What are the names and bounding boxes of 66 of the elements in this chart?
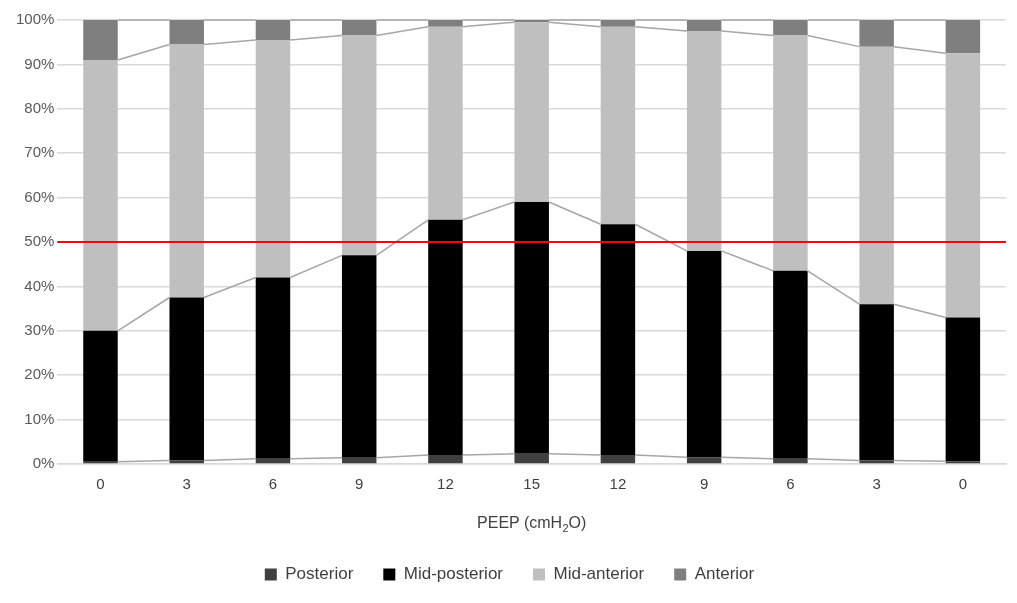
y-tick-label: 100% — [15, 10, 55, 28]
x-tick-label: 0 — [958, 475, 968, 493]
bar — [341, 35, 377, 256]
bar — [859, 20, 894, 47]
y-tick-label: 10% — [24, 409, 55, 427]
bar — [514, 202, 549, 454]
bar — [428, 455, 463, 464]
x-tick-label: 15 — [523, 475, 541, 493]
bar — [859, 46, 894, 305]
bar — [773, 20, 808, 36]
bar — [600, 224, 636, 456]
legend-label: Posterior — [285, 564, 354, 584]
x-tick-label: 0 — [96, 475, 105, 493]
bar — [514, 22, 549, 203]
bar — [428, 26, 463, 220]
bar — [341, 255, 377, 458]
y-tick-label: 20% — [24, 365, 55, 383]
x-tick-label: 6 — [786, 475, 795, 493]
legend-label: Anterior — [694, 564, 755, 584]
bar — [600, 455, 636, 464]
bar — [945, 53, 981, 318]
bar — [83, 59, 118, 331]
bar — [255, 277, 291, 459]
bar — [341, 457, 377, 464]
bar — [686, 20, 722, 32]
y-tick-label: 50% — [24, 232, 55, 250]
bar — [83, 20, 118, 60]
bar — [169, 460, 204, 464]
x-tick-label: 3 — [872, 475, 881, 493]
y-tick-label: 30% — [24, 320, 55, 338]
x-tick-label: 9 — [699, 475, 709, 493]
bar — [83, 330, 118, 462]
y-tick-label: 70% — [24, 143, 55, 161]
bar — [341, 20, 377, 36]
x-tick-label: 3 — [182, 475, 191, 493]
bar — [255, 20, 291, 40]
y-tick-label: 0% — [32, 454, 55, 472]
x-tick-label: 9 — [355, 475, 364, 493]
bar — [169, 20, 204, 45]
y-tick-label: 80% — [24, 98, 55, 116]
x-tick-label: 6 — [268, 475, 278, 493]
bar — [428, 20, 463, 27]
y-tick-label: 60% — [24, 187, 55, 205]
bar — [600, 20, 636, 27]
bar — [859, 304, 894, 461]
legend-label: Mid-anterior — [553, 564, 645, 584]
bar — [255, 39, 291, 278]
bar — [169, 44, 204, 298]
bar — [859, 460, 894, 464]
x-tick-label: 12 — [437, 475, 454, 493]
bar — [686, 457, 722, 464]
y-tick-label: 90% — [24, 54, 55, 72]
bar — [945, 20, 981, 54]
bar — [945, 317, 981, 462]
bar — [600, 26, 636, 225]
legend-label: Mid-posterior — [403, 564, 504, 584]
x-tick-label: 12 — [609, 475, 627, 493]
bar — [428, 219, 463, 456]
bar — [514, 20, 549, 23]
bar — [686, 250, 722, 458]
bar — [773, 270, 808, 459]
bar — [514, 453, 549, 464]
bar — [169, 297, 204, 461]
y-tick-label: 40% — [24, 276, 55, 294]
bar — [773, 35, 808, 271]
bar — [686, 31, 722, 251]
